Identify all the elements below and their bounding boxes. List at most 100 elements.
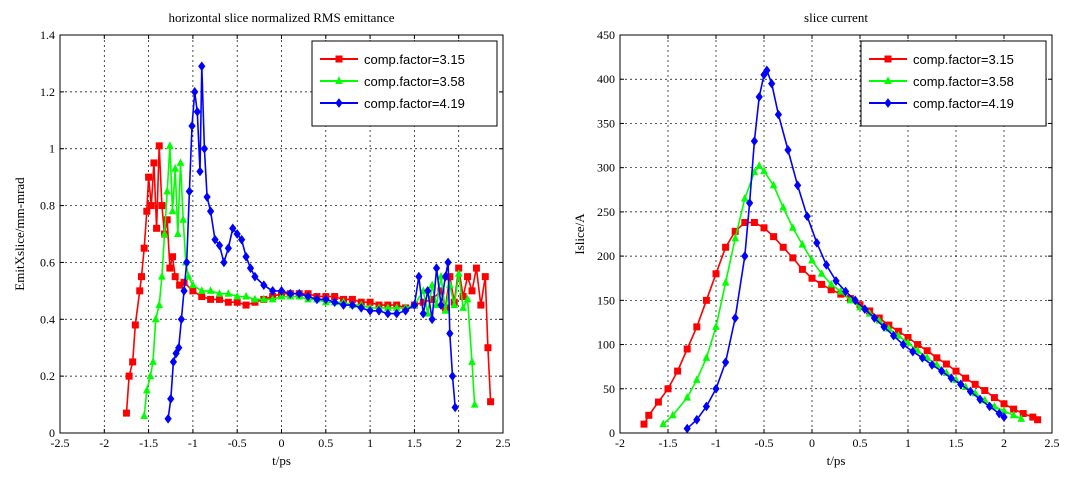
- data-point: [468, 357, 476, 365]
- data-point: [702, 353, 711, 361]
- data-point: [155, 142, 163, 150]
- data-point: [242, 301, 250, 309]
- x-tick-label: 1.5: [407, 436, 422, 450]
- legend-box: [860, 40, 1047, 127]
- data-point: [140, 244, 148, 252]
- data-point: [760, 224, 768, 232]
- data-point: [793, 180, 802, 191]
- data-point: [870, 313, 879, 323]
- data-point: [179, 215, 187, 223]
- data-point: [401, 305, 410, 316]
- data-point: [841, 286, 850, 297]
- data-point: [836, 286, 845, 295]
- data-point: [745, 198, 754, 208]
- y-tick-label: 0: [49, 426, 55, 440]
- data-point: [366, 305, 374, 316]
- data-point: [322, 294, 330, 305]
- data-point: [827, 286, 835, 294]
- data-point: [909, 346, 917, 357]
- data-point: [942, 360, 950, 368]
- data-point: [129, 358, 137, 366]
- data-point: [251, 294, 259, 303]
- data-point: [233, 229, 241, 239]
- data-point: [450, 300, 459, 309]
- data-point: [692, 375, 701, 383]
- data-point: [702, 401, 711, 412]
- legend-swatch-marker: [335, 76, 343, 84]
- y-tick-label: 0: [609, 426, 615, 440]
- data-point: [197, 286, 206, 294]
- data-point: [755, 161, 764, 169]
- y-tick-label: 1.2: [40, 85, 55, 99]
- data-point: [470, 399, 479, 408]
- y-axis-label: EmitXslice/mm-mrad: [12, 177, 27, 291]
- legend-item: comp.factor=3.58: [320, 74, 465, 89]
- data-point: [339, 300, 348, 310]
- data-point: [459, 303, 467, 311]
- data-point: [140, 411, 148, 419]
- data-point: [441, 271, 450, 282]
- x-tick-label: 0.5: [853, 436, 868, 450]
- legend-label: comp.factor=4.19: [913, 96, 1014, 111]
- x-axis-label: t/ps: [827, 453, 846, 468]
- data-point: [904, 338, 912, 346]
- data-point: [990, 401, 999, 410]
- series-3: [164, 61, 459, 424]
- data-point: [424, 286, 432, 296]
- data-point: [808, 274, 816, 282]
- legend-box: [311, 40, 498, 127]
- data-point: [233, 291, 242, 300]
- data-point: [933, 354, 941, 362]
- x-tick-label: -0.5: [755, 436, 774, 450]
- data-point: [966, 386, 975, 397]
- data-point: [846, 295, 855, 304]
- data-point: [215, 240, 224, 251]
- x-tick-label: -1.5: [139, 436, 158, 450]
- data-point: [472, 264, 480, 272]
- data-point: [798, 239, 807, 248]
- y-tick-label: 400: [597, 72, 615, 86]
- data-point: [432, 263, 441, 273]
- data-point: [384, 308, 392, 319]
- data-point: [750, 219, 758, 227]
- data-point: [769, 180, 778, 189]
- data-point: [410, 300, 419, 310]
- data-point: [750, 136, 759, 146]
- data-point: [189, 287, 197, 295]
- data-point: [957, 379, 965, 390]
- data-point: [191, 87, 199, 97]
- data-point: [750, 167, 759, 176]
- data-point: [183, 257, 191, 268]
- data-point: [277, 291, 286, 300]
- data-point: [1000, 412, 1008, 422]
- data-point: [428, 314, 436, 325]
- legend-label: comp.factor=3.58: [913, 74, 1014, 89]
- data-point: [659, 419, 668, 428]
- y-tick-label: 150: [597, 293, 615, 307]
- data-point: [260, 280, 268, 291]
- legend: comp.factor=3.15 comp.factor=3.58 comp.fac…: [311, 40, 498, 127]
- data-point: [763, 65, 771, 76]
- data-point: [928, 360, 936, 370]
- data-point: [331, 297, 339, 308]
- data-point: [880, 322, 888, 332]
- data-point: [721, 357, 730, 368]
- data-point: [428, 280, 436, 289]
- data-point: [981, 387, 989, 395]
- data-point: [193, 106, 201, 117]
- x-tick-label: 2: [1001, 436, 1007, 450]
- x-tick-label: 0.5: [318, 436, 333, 450]
- data-point: [242, 251, 250, 262]
- data-point: [224, 289, 233, 297]
- chart-title: slice current: [804, 10, 868, 25]
- emittance-chart: -2.5 -2 -1.5 -1 -0.5 0 0.5 1 1.5 2 2.5 0 0.2 0.4 0.6 0.…: [12, 10, 511, 468]
- x-tick-label: -2: [615, 436, 625, 450]
- y-tick-label: 200: [597, 249, 615, 263]
- y-tick-label: 0.8: [40, 199, 55, 213]
- legend-label: comp.factor=3.15: [913, 52, 1014, 67]
- data-point: [971, 380, 979, 388]
- data-point: [760, 166, 768, 175]
- data-point: [937, 366, 946, 376]
- data-point: [176, 158, 185, 166]
- data-point: [683, 393, 692, 401]
